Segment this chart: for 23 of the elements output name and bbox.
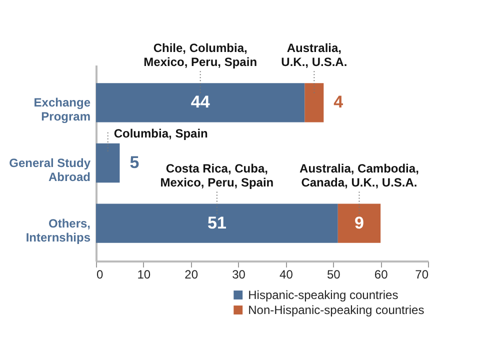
x-tick-label: 50 [326, 268, 341, 282]
x-tick-label: 0 [96, 268, 104, 282]
legend-label: Hispanic-speaking countries [248, 288, 398, 302]
x-tick-label: 10 [137, 268, 151, 282]
y-tick-label: Exchange Program [34, 96, 91, 124]
data-label: 51 [207, 213, 226, 232]
x-tick-label: 20 [184, 268, 198, 282]
data-label: 9 [354, 213, 364, 232]
annotation: Columbia, Spain [114, 126, 208, 140]
annotation: Chile, Columbia, Mexico, Peru, Spain [144, 41, 258, 70]
x-tick-label: 40 [280, 268, 294, 282]
y-tick-label: Others, Internships [26, 216, 91, 244]
x-tick-label: 60 [374, 268, 388, 282]
x-tick-label: 30 [232, 268, 246, 282]
data-label: 4 [334, 92, 344, 112]
annotation: Australia, U.K., U.S.A. [281, 41, 348, 70]
data-label: 5 [130, 153, 140, 172]
x-tick-label: 70 [415, 268, 429, 282]
legend-label: Non-Hispanic-speaking countries [248, 303, 424, 317]
annotation: Australia, Cambodia, Canada, U.K., U.S.A. [300, 162, 419, 190]
data-label: 44 [190, 92, 210, 112]
y-tick-label: General Study Abroad [9, 156, 91, 184]
annotation: Costa Rica, Cuba, Mexico, Peru, Spain [160, 162, 274, 190]
